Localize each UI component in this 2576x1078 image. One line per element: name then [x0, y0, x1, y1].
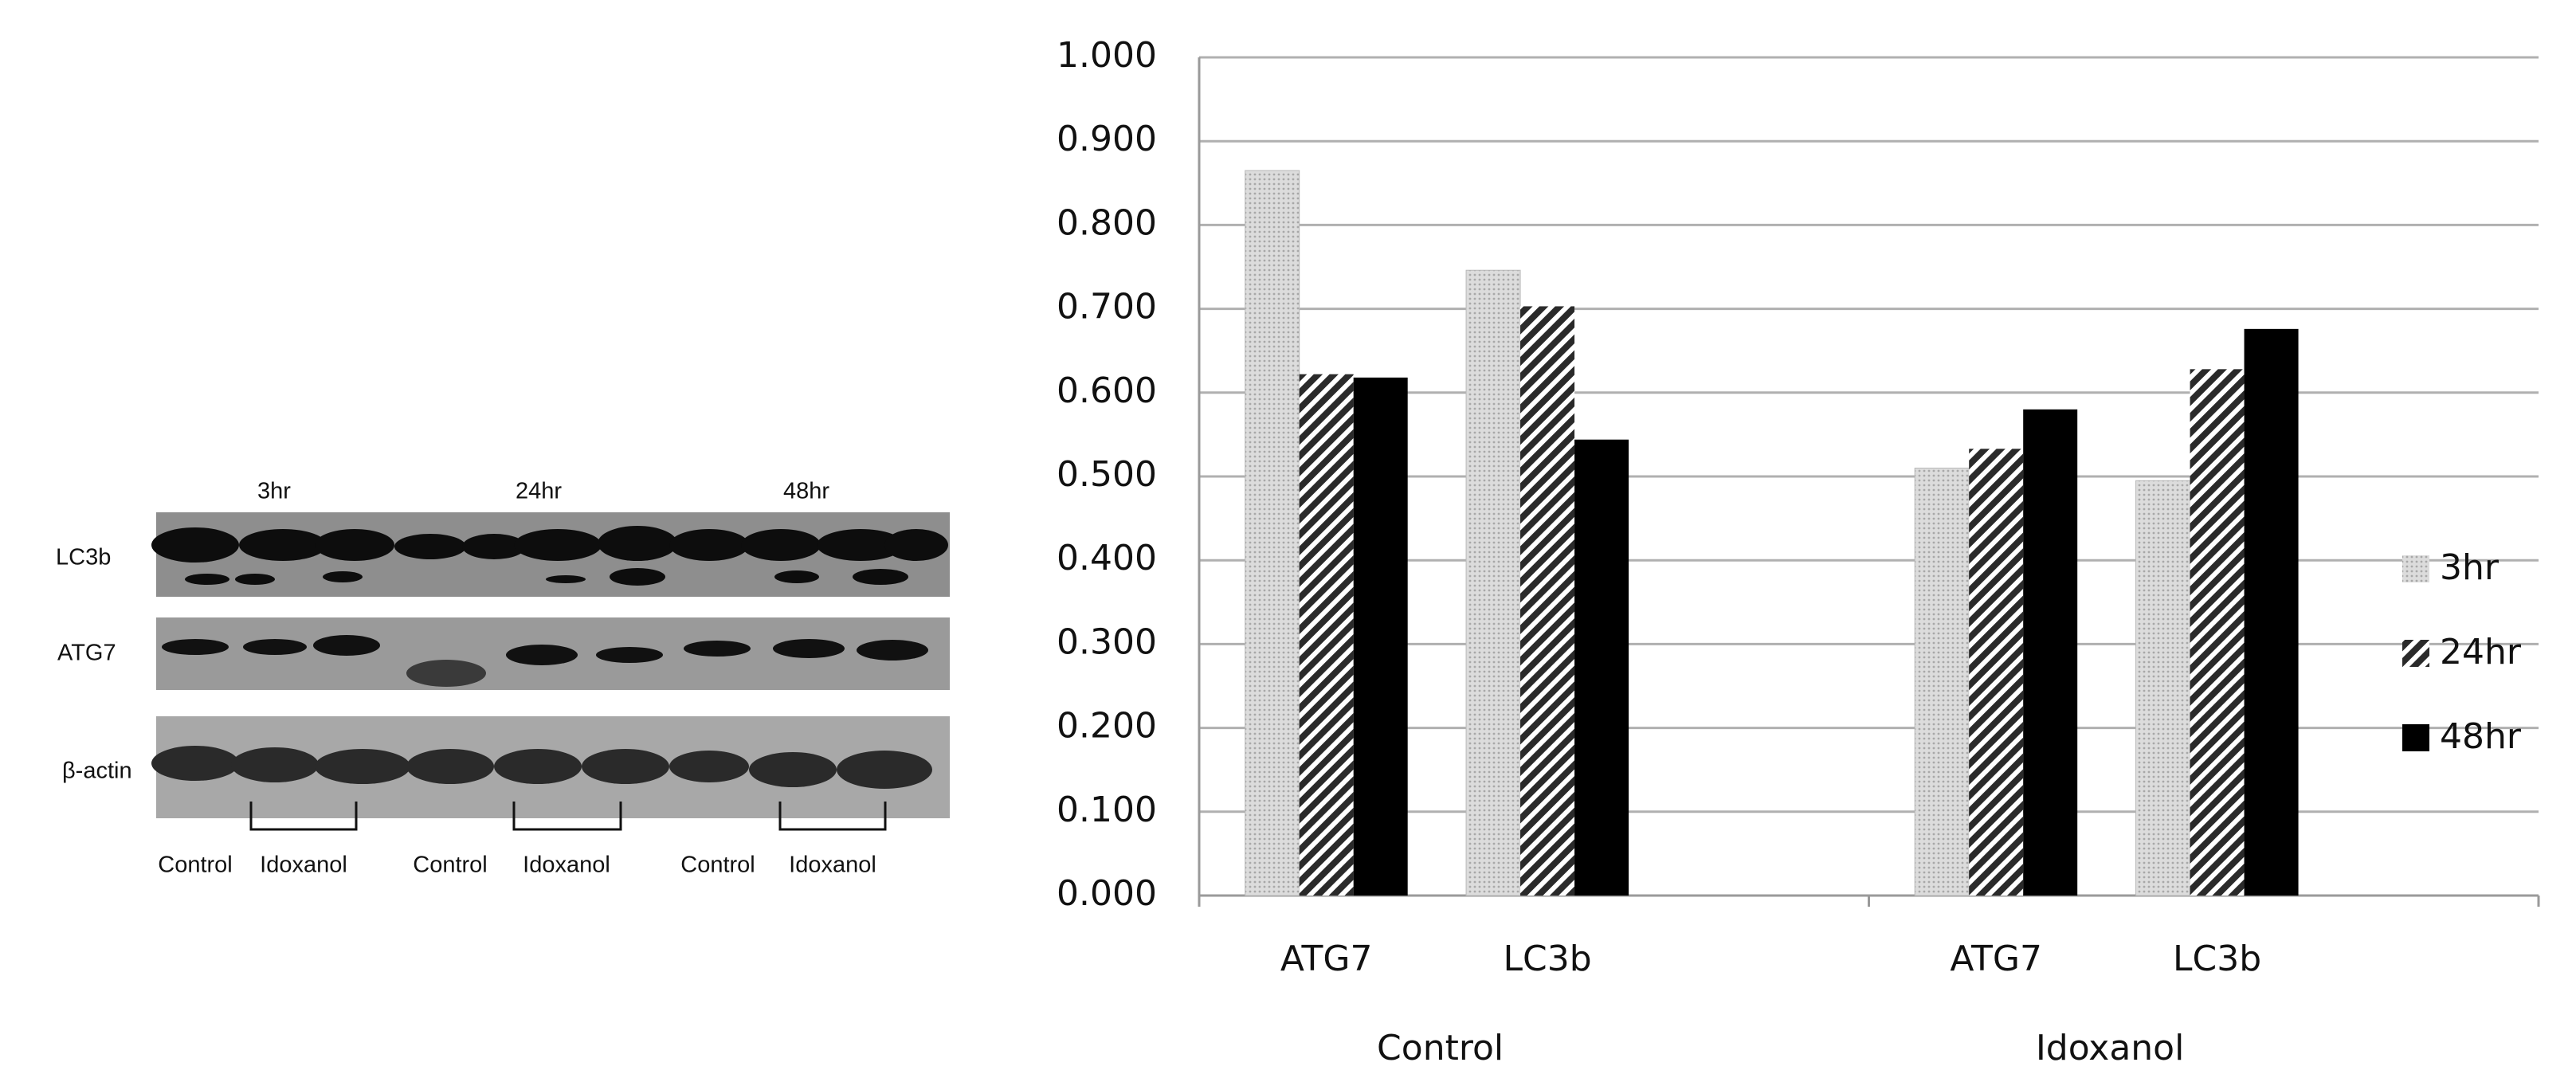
bar: [1466, 270, 1520, 896]
y-tick-label: 0.000: [1057, 873, 1157, 914]
legend-swatch: [2402, 724, 2429, 751]
legend-label: 3hr: [2440, 547, 2500, 588]
lane-group-label: Idoxanol: [523, 853, 610, 878]
bar: [2245, 329, 2299, 896]
row-label: ATG7: [57, 641, 116, 666]
bar: [1574, 440, 1629, 896]
y-tick-label: 0.900: [1057, 119, 1157, 159]
x-tick-label: LC3b: [1503, 939, 1591, 979]
y-tick-label: 0.100: [1057, 790, 1157, 830]
x-tick-label: ATG7: [1280, 939, 1373, 979]
row-label: LC3b: [56, 545, 111, 570]
bar: [1915, 468, 1969, 896]
bar: [1354, 378, 1408, 896]
y-tick-label: 0.200: [1057, 706, 1157, 747]
y-tick-label: 0.500: [1057, 454, 1157, 495]
lane-group-label: Control: [413, 853, 488, 878]
bar: [1300, 374, 1354, 896]
y-tick-label: 1.000: [1057, 35, 1157, 76]
legend-label: 24hr: [2440, 632, 2522, 672]
group-label: Control: [1377, 1028, 1504, 1068]
x-tick-label: LC3b: [2173, 939, 2261, 979]
bar: [2190, 369, 2245, 896]
row-label: β-actin: [62, 759, 132, 784]
legend-swatch: [2402, 555, 2429, 582]
timepoint-label: 3hr: [257, 479, 291, 504]
lane-group-label: Control: [158, 853, 233, 878]
y-tick-label: 0.800: [1057, 202, 1157, 243]
figure: 3hr 24hr 48hr LC3b ATG7 β-actin: [0, 0, 2576, 1075]
timepoint-label: 48hr: [783, 479, 829, 504]
x-tick-label: ATG7: [1950, 939, 2042, 979]
group-label: Idoxanol: [2036, 1028, 2185, 1068]
lane-group-label: Idoxanol: [260, 853, 347, 878]
bar: [1520, 306, 1574, 896]
bar-chart: 0.000 0.100 0.200 0.300 0.400 0.500 0.600 0.700…: [1057, 35, 2539, 1068]
legend-label: 48hr: [2440, 716, 2522, 757]
y-tick-label: 0.600: [1057, 370, 1157, 411]
legend-swatch: [2402, 640, 2429, 667]
lane-group-label: Control: [680, 853, 755, 878]
timepoint-label: 24hr: [516, 479, 562, 504]
bar: [1245, 171, 1300, 896]
western-blot: 3hr 24hr 48hr LC3b ATG7 β-actin: [56, 479, 950, 878]
bar: [1969, 449, 2023, 896]
bar: [2136, 480, 2190, 896]
lane-group-label: Idoxanol: [789, 853, 876, 878]
page: { "blot": { "timepoints": ["3hr", "24hr"…: [0, 0, 2576, 1075]
bar: [2023, 410, 2077, 896]
y-tick-label: 0.700: [1057, 287, 1157, 327]
y-tick-label: 0.300: [1057, 621, 1157, 662]
y-tick-label: 0.400: [1057, 538, 1157, 578]
